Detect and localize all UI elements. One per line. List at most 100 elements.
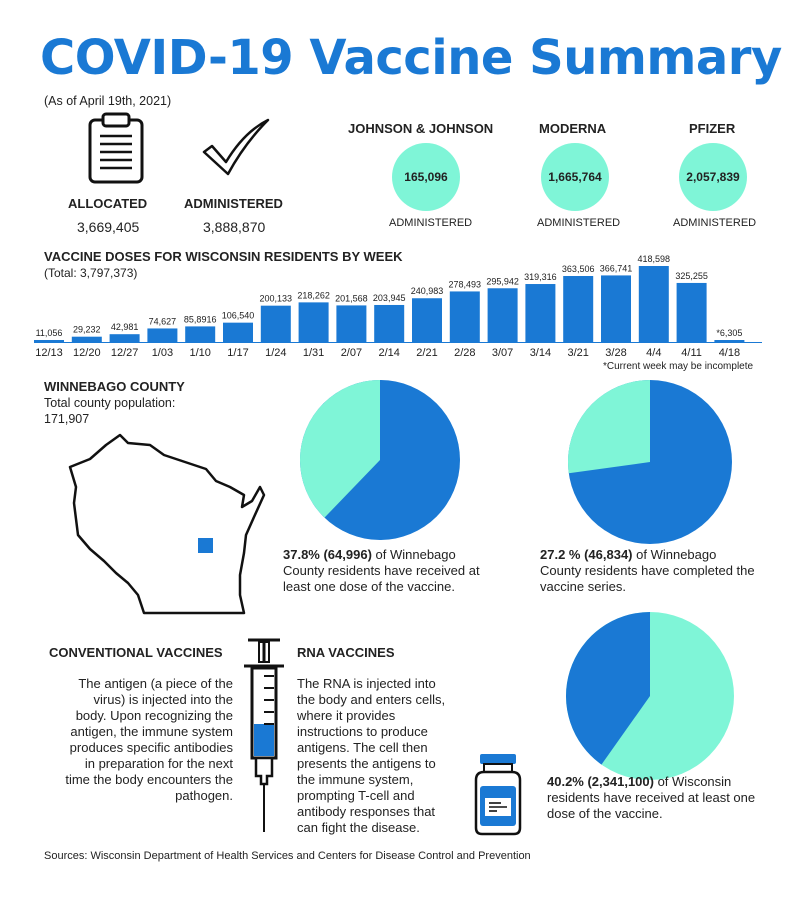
- moderna-value: 1,665,764: [548, 170, 602, 184]
- bar-value-label-5: 106,540: [222, 311, 255, 321]
- x-tick-label-18: 4/18: [719, 347, 740, 359]
- x-tick-label-16: 4/4: [646, 347, 661, 359]
- weekly-chart-title: VACCINE DOSES FOR WISCONSIN RESIDENTS BY…: [44, 249, 403, 264]
- bar-9: [374, 304, 405, 342]
- pfizer-name: PFIZER: [689, 121, 736, 136]
- x-tick-label-11: 2/28: [454, 347, 475, 359]
- pie-chart-winnebago-one-dose: [300, 380, 460, 540]
- x-tick-label-17: 4/11: [681, 347, 702, 359]
- bar-1: [71, 336, 102, 342]
- bar-5: [223, 322, 253, 342]
- bar-value-label-4: 85,8916: [184, 314, 217, 324]
- vaccine-vial-icon: [474, 754, 522, 836]
- syringe-icon: [244, 638, 284, 832]
- bar-13: [525, 284, 556, 342]
- bar-value-label-3: 74,627: [149, 316, 177, 326]
- pie-slice-received-at-least-one-dose: [300, 380, 380, 518]
- allocated-label: ALLOCATED: [68, 196, 148, 211]
- bar-7: [298, 302, 329, 342]
- x-tick-label-15: 3/28: [605, 347, 626, 359]
- allocated-value: 3,669,405: [77, 219, 140, 235]
- bar-value-label-0: 11,056: [36, 328, 63, 338]
- moderna-name: MODERNA: [539, 121, 607, 136]
- clipboard-icon: [88, 112, 144, 184]
- bar-4: [185, 326, 216, 342]
- bar-value-label-13: 319,316: [524, 272, 557, 282]
- x-tick-label-10: 2/21: [416, 347, 437, 359]
- checkmark-icon: [202, 118, 270, 176]
- bar-value-label-6: 200,133: [260, 294, 293, 304]
- jj-caption: ADMINISTERED: [389, 217, 473, 229]
- bar-17: [676, 282, 707, 342]
- rna-title: RNA VACCINES: [297, 645, 395, 660]
- rna-text: The RNA is injected into the body and en…: [297, 676, 446, 835]
- x-tick-label-7: 1/31: [303, 347, 324, 359]
- conventional-text: The antigen (a piece of the virus) is in…: [65, 676, 233, 803]
- page-title: COVID-19 Vaccine Summary: [40, 30, 782, 86]
- pie-slice-completed-series: [568, 380, 650, 474]
- county-population-label: Total county population:: [44, 396, 176, 410]
- bar-14: [563, 276, 594, 342]
- bar-8: [336, 305, 367, 342]
- bar-value-label-11: 278,493: [449, 279, 482, 289]
- bar-15: [601, 275, 631, 342]
- county-title: WINNEBAGO COUNTY: [44, 379, 185, 394]
- pie-caption-wisconsin-one-dose: 40.2% (2,341,100) of Wisconsin residents…: [547, 774, 756, 821]
- bar-value-label-9: 203,945: [373, 293, 406, 303]
- pfizer-caption: ADMINISTERED: [673, 217, 757, 229]
- bar-value-label-10: 240,983: [411, 286, 444, 296]
- bar-6: [260, 305, 291, 342]
- bar-value-label-2: 42,981: [111, 322, 139, 332]
- weekly-footnote: *Current week may be incomplete: [603, 361, 754, 372]
- pie-chart-winnebago-completed: [568, 380, 732, 544]
- bar-0: [34, 339, 64, 342]
- bar-16: [638, 266, 669, 342]
- bar-value-label-16: 418,598: [638, 254, 671, 264]
- bar-value-label-12: 295,942: [486, 276, 519, 286]
- pie-caption-winnebago-completed: 27.2 % (46,834) of Winnebago County resi…: [540, 547, 755, 594]
- county-population: 171,907: [44, 412, 90, 426]
- bar-2: [109, 334, 140, 342]
- wisconsin-map-icon: [68, 433, 266, 615]
- bar-value-label-8: 201,568: [335, 293, 368, 303]
- administered-value: 3,888,870: [203, 219, 266, 235]
- pfizer-circle: 2,057,839: [679, 143, 747, 211]
- x-tick-label-8: 2/07: [341, 347, 362, 359]
- administered-label: ADMINISTERED: [184, 196, 283, 211]
- sources-note: Sources: Wisconsin Department of Health …: [44, 850, 531, 862]
- bar-value-label-15: 366,741: [600, 263, 633, 273]
- x-tick-label-2: 12/27: [111, 347, 139, 359]
- weekly-bar-chart: 11,056 12/13 29,232 12/20 42,981 12/27 74,627 1…: [34, 254, 762, 359]
- pie-slice-received-at-least-one-dose: [566, 612, 650, 765]
- x-tick-label-14: 3/21: [567, 347, 588, 359]
- x-tick-label-4: 1/10: [189, 347, 210, 359]
- bar-value-label-18: *6,305: [716, 328, 742, 338]
- moderna-caption: ADMINISTERED: [537, 217, 621, 229]
- bar-10: [412, 298, 442, 342]
- bar-value-label-17: 325,255: [675, 271, 708, 281]
- conventional-title: CONVENTIONAL VACCINES: [49, 645, 223, 660]
- weekly-chart-total: (Total: 3,797,373): [44, 266, 138, 280]
- x-tick-label-1: 12/20: [73, 347, 101, 359]
- bar-12: [487, 288, 518, 342]
- x-tick-label-9: 2/14: [378, 347, 399, 359]
- as-of-date: (As of April 19th, 2021): [44, 94, 172, 108]
- bar-value-label-14: 363,506: [562, 264, 595, 274]
- x-tick-label-12: 3/07: [492, 347, 513, 359]
- x-tick-label-5: 1/17: [227, 347, 248, 359]
- bar-value-label-1: 29,232: [73, 325, 101, 335]
- jj-name: JOHNSON & JOHNSON: [348, 121, 494, 136]
- x-tick-label-3: 1/03: [152, 347, 173, 359]
- jj-circle: 165,096: [392, 143, 460, 211]
- bar-3: [147, 328, 178, 342]
- bar-11: [449, 291, 480, 342]
- pie-caption-winnebago-one-dose: 37.8% (64,996) of Winnebago County resid…: [283, 547, 480, 594]
- x-tick-label-0: 12/13: [35, 347, 63, 359]
- x-tick-label-6: 1/24: [265, 347, 286, 359]
- pie-chart-wisconsin-one-dose: [566, 612, 734, 780]
- winnebago-county-marker: [198, 538, 213, 553]
- x-tick-label-13: 3/14: [530, 347, 551, 359]
- bar-18: [714, 340, 745, 342]
- jj-value: 165,096: [404, 170, 448, 184]
- pfizer-value: 2,057,839: [686, 170, 740, 184]
